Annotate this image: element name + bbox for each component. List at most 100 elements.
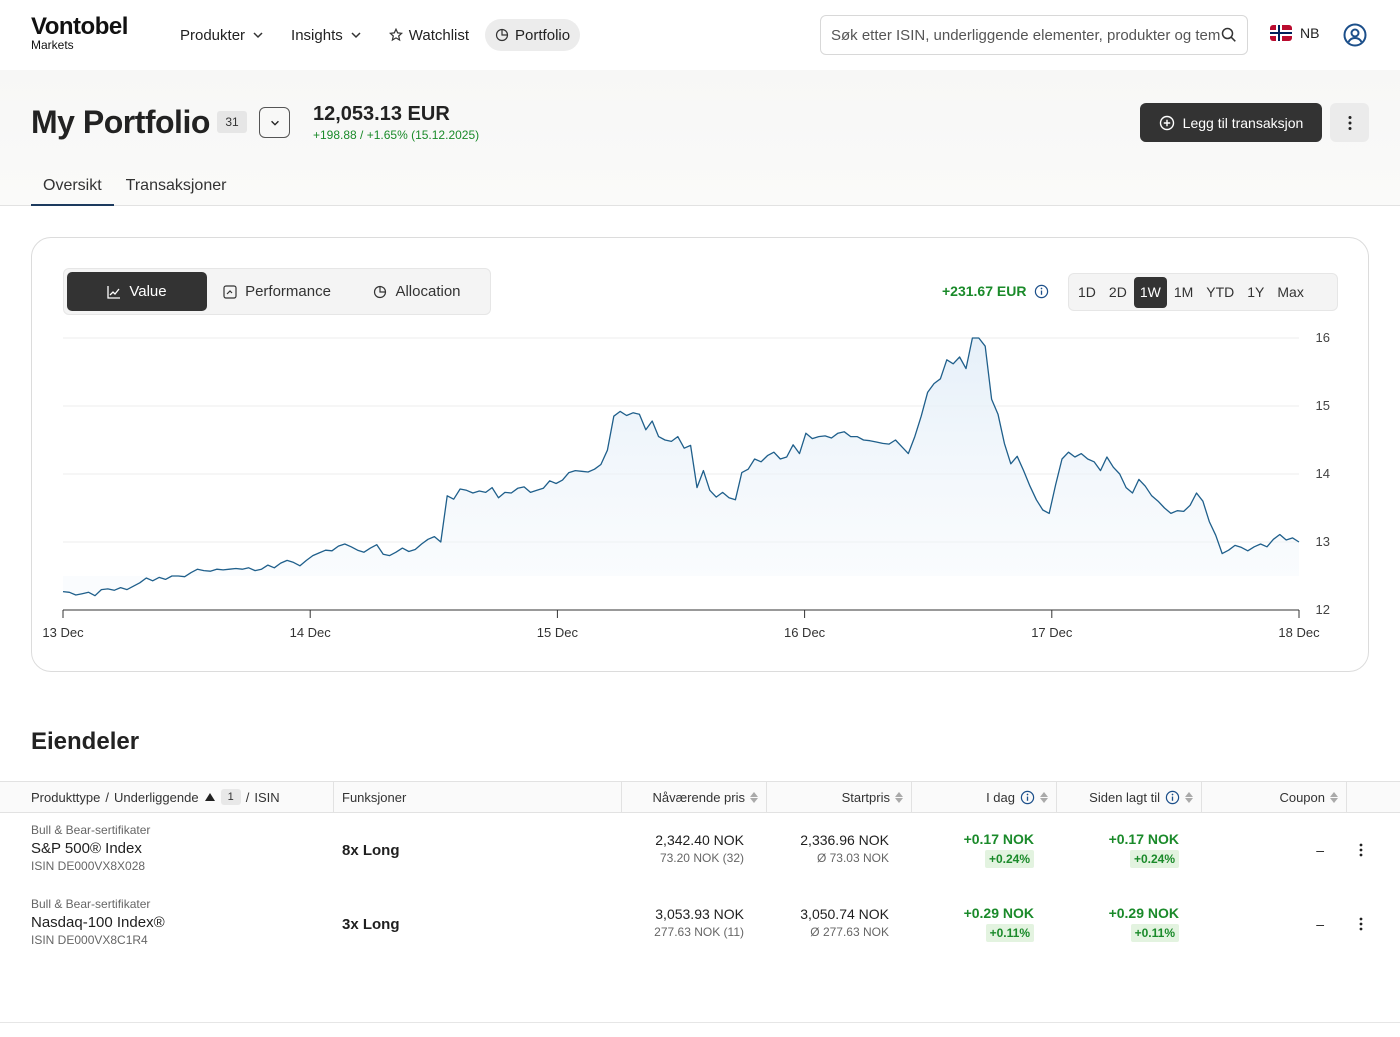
user-account-icon[interactable]: [1343, 23, 1367, 47]
sort-ascending-icon[interactable]: [204, 792, 216, 802]
header-separator: /: [105, 789, 109, 805]
product-name[interactable]: Nasdaq-100 Index®: [31, 914, 165, 931]
column-header-functions[interactable]: Funksjoner: [334, 782, 622, 812]
column-header-since-added[interactable]: Siden lagt til: [1057, 782, 1202, 812]
search-icon[interactable]: [1221, 27, 1237, 43]
header-product-label: Produkttype: [31, 789, 101, 805]
plus-circle-icon: [1159, 115, 1174, 130]
info-icon[interactable]: [1165, 790, 1180, 805]
header-since-label: Siden lagt til: [1089, 789, 1160, 805]
y-tick-label: 12: [1316, 602, 1330, 617]
mode-performance-button[interactable]: Performance: [207, 272, 347, 311]
star-icon: [388, 28, 403, 42]
table-row[interactable]: Bull & Bear-sertifikater Nasdaq-100 Inde…: [0, 889, 1400, 963]
since-added-pct: +0.24%: [1129, 850, 1179, 868]
since-added-change: +0.29 NOK: [1108, 905, 1179, 921]
chart-card: Value Performance Allocation +231.67 EUR…: [31, 237, 1369, 672]
period-1m-button[interactable]: 1M: [1173, 284, 1194, 300]
period-gain-value: +231.67 EUR: [942, 283, 1027, 299]
period-1d-button[interactable]: 1D: [1078, 284, 1096, 300]
product-type: Bull & Bear-sertifikater: [31, 897, 151, 911]
tab-oversikt[interactable]: Oversikt: [31, 174, 114, 206]
mode-allocation-button[interactable]: Allocation: [347, 272, 487, 311]
sort-icon[interactable]: [895, 791, 903, 803]
product-type: Bull & Bear-sertifikater: [31, 823, 151, 837]
performance-icon: [223, 284, 237, 299]
language-selector[interactable]: NB: [1270, 25, 1319, 41]
start-price: 2,336.96 NOK: [800, 832, 889, 848]
info-icon[interactable]: [1034, 284, 1049, 299]
y-tick-label: 13: [1316, 534, 1330, 549]
x-tick-label: 16 Dec: [784, 625, 826, 640]
sort-icon[interactable]: [750, 791, 758, 803]
period-ytd-button[interactable]: YTD: [1206, 284, 1235, 300]
product-name[interactable]: S&P 500® Index: [31, 840, 142, 857]
y-tick-label: 15: [1316, 398, 1330, 413]
today-change-pct: +0.24%: [984, 850, 1034, 868]
search-input[interactable]: [831, 26, 1221, 44]
more-options-button[interactable]: [1330, 103, 1369, 142]
column-header-current-price[interactable]: Nåværende pris: [622, 782, 767, 812]
today-change-cell: +0.17 NOK +0.24%: [890, 831, 1034, 868]
language-code: NB: [1300, 25, 1320, 41]
mode-label: Allocation: [395, 283, 461, 300]
table-row[interactable]: Bull & Bear-sertifikater S&P 500® Index …: [0, 815, 1400, 889]
today-change: +0.17 NOK: [963, 831, 1034, 847]
period-selector: 1D 2D 1W 1M YTD 1Y Max: [1068, 273, 1338, 311]
info-icon[interactable]: [1020, 790, 1035, 805]
nav-item-portfolio[interactable]: Portfolio: [485, 19, 581, 51]
brand-name: Vontobel: [31, 13, 128, 40]
since-added-cell: +0.17 NOK +0.24%: [1035, 831, 1179, 868]
pie-chart-icon: [495, 28, 509, 42]
product-function: 8x Long: [342, 842, 400, 859]
nav-item-produkter[interactable]: Produkter: [170, 19, 275, 51]
portfolio-value-chart[interactable]: 12 13 14 15 16 13 Dec 14 Dec 15 Dec 16 Dec 17 Dec…: [32, 328, 1368, 648]
vontobel-logo[interactable]: Vontobel Markets: [31, 13, 128, 53]
sort-icon[interactable]: [1040, 791, 1048, 803]
current-price-unit: 277.63 NOK (11): [654, 925, 744, 939]
mode-label: Performance: [245, 283, 331, 300]
start-price: 3,050.74 NOK: [800, 906, 889, 922]
row-menu-icon[interactable]: [1359, 843, 1363, 857]
add-transaction-button[interactable]: Legg til transaksjon: [1140, 103, 1322, 142]
column-header-coupon[interactable]: Coupon: [1202, 782, 1347, 812]
header-start-label: Startpris: [841, 789, 890, 805]
y-tick-label: 14: [1316, 466, 1330, 481]
chevron-down-icon: [253, 32, 263, 39]
period-1w-button[interactable]: 1W: [1133, 276, 1167, 308]
mode-label: Value: [129, 283, 167, 300]
nav-item-insights[interactable]: Insights: [281, 19, 373, 51]
period-1y-button[interactable]: 1Y: [1247, 284, 1265, 300]
row-menu-icon[interactable]: [1359, 917, 1363, 931]
product-cell: Bull & Bear-sertifikater Nasdaq-100 Inde…: [31, 897, 321, 947]
column-header-today[interactable]: I dag: [912, 782, 1057, 812]
nav-item-label: Insights: [291, 26, 343, 44]
portfolio-header: My Portfolio 31 12,053.13 EUR +198.88 / …: [0, 70, 1400, 206]
portfolio-tabs: Oversikt Transaksjoner: [31, 174, 238, 206]
top-navigation-bar: Vontobel Markets Produkter Insights Watc…: [0, 0, 1400, 70]
kebab-menu-icon: [1348, 115, 1351, 130]
current-price-cell: 2,342.40 NOK 73.20 NOK (32): [600, 832, 744, 865]
add-transaction-label: Legg til transaksjon: [1182, 114, 1304, 131]
nav-item-watchlist[interactable]: Watchlist: [379, 19, 479, 51]
period-2d-button[interactable]: 2D: [1108, 284, 1127, 300]
sort-icon[interactable]: [1330, 791, 1338, 803]
x-tick-label: 15 Dec: [537, 625, 579, 640]
series-area: [63, 338, 1299, 596]
period-max-button[interactable]: Max: [1277, 284, 1304, 300]
search-box[interactable]: [820, 15, 1248, 55]
nav-item-label: Produkter: [180, 26, 246, 44]
sort-icon[interactable]: [1185, 791, 1193, 803]
product-isin: ISIN DE000VX8X028: [31, 859, 146, 873]
nav-item-label: Watchlist: [408, 26, 470, 44]
portfolio-change: +198.88 / +1.65% (15.12.2025): [313, 128, 480, 142]
coupon-value: –: [1316, 916, 1324, 932]
tab-transaksjoner[interactable]: Transaksjoner: [125, 177, 227, 194]
start-price-cell: 3,050.74 NOK Ø 277.63 NOK: [745, 906, 889, 939]
column-header-product[interactable]: Produkttype / Underliggende 1 / ISIN: [0, 782, 334, 812]
current-price: 3,053.93 NOK: [655, 906, 744, 922]
header-separator: /: [245, 789, 250, 805]
mode-value-button[interactable]: Value: [67, 272, 207, 311]
column-header-start-price[interactable]: Startpris: [767, 782, 912, 812]
portfolio-select-button[interactable]: [259, 107, 290, 138]
